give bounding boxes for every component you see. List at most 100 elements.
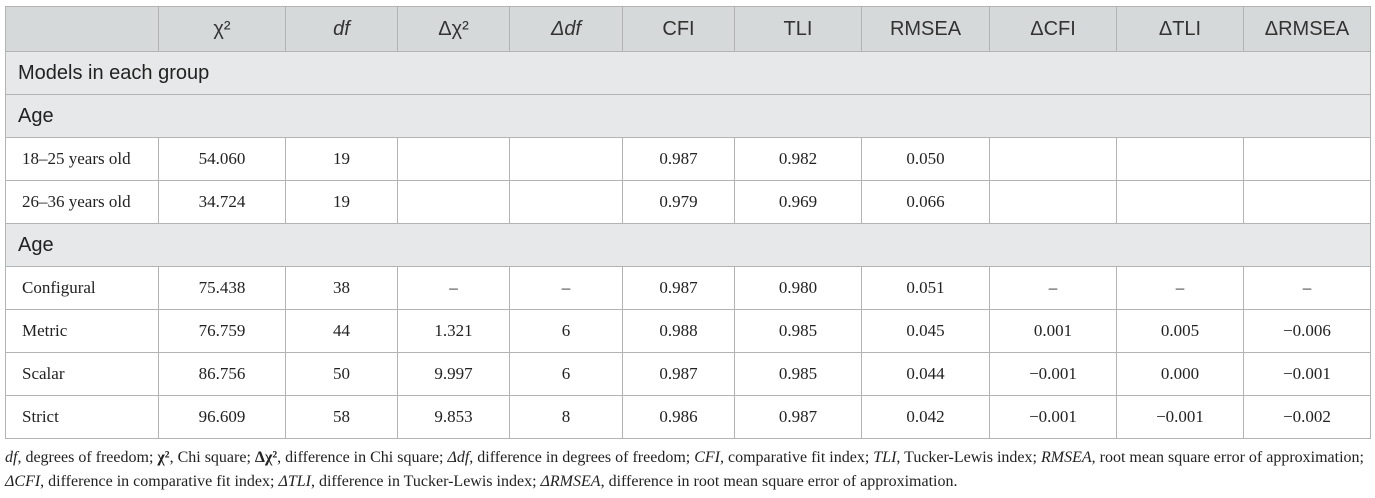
footnote-term: χ² [157, 449, 170, 466]
footnote-term: Δχ² [254, 449, 278, 466]
row-label: Configural [5, 266, 159, 310]
footnote-term: ΔCFI [5, 473, 41, 490]
table-row: Metric 76.759 44 1.321 6 0.988 0.985 0.045 0.001… [5, 309, 1371, 353]
header-df: df [285, 6, 398, 52]
footnote-term: CFI [694, 449, 720, 466]
footnote-definition: , degrees of freedom; [17, 449, 158, 466]
tli-cell: 0.985 [734, 352, 862, 396]
section-title: Age [5, 223, 1371, 267]
delta-df-cell [509, 180, 623, 224]
footnote-term: ΔRMSEA [540, 473, 601, 490]
row-label: Metric [5, 309, 159, 353]
header-row: χ² df Δχ² Δdf CFI TLI RMSEA ΔCFI ΔTLI ΔR… [5, 6, 1371, 52]
rmsea-cell: 0.045 [861, 309, 990, 353]
delta-tli-cell [1116, 180, 1244, 224]
delta-rmsea-cell [1243, 137, 1371, 181]
footnote-definition: , Tucker-Lewis index; [896, 449, 1041, 466]
rmsea-cell: 0.042 [861, 395, 990, 439]
cfi-cell: 0.988 [622, 309, 735, 353]
table-row: Configural 75.438 38– –0.987 0.980 0.051– – – [5, 266, 1371, 310]
header-tli: TLI [734, 6, 862, 52]
cfi-cell: 0.987 [622, 266, 735, 310]
delta-tli-cell: −0.001 [1116, 395, 1244, 439]
header-rmsea: RMSEA [861, 6, 990, 52]
delta-rmsea-cell [1243, 180, 1371, 224]
row-label: 26–36 years old [5, 180, 159, 224]
header-delta-chi-square: Δχ² [397, 6, 510, 52]
footnote-definition: , difference in Chi square; [277, 449, 448, 466]
header-corner [5, 6, 159, 52]
delta-chi-square-cell: 1.321 [397, 309, 510, 353]
header-delta-df: Δdf [509, 6, 623, 52]
footnote-definition: , difference in root mean square error o… [600, 473, 958, 490]
footnote-term: ΔTLI [278, 473, 311, 490]
df-cell: 19 [285, 137, 398, 181]
delta-chi-square-cell [397, 180, 510, 224]
delta-df-cell: 6 [509, 352, 623, 396]
delta-cfi-cell: −0.001 [989, 395, 1117, 439]
df-cell: 44 [285, 309, 398, 353]
rmsea-cell: 0.066 [861, 180, 990, 224]
tli-cell: 0.985 [734, 309, 862, 353]
footnote-definition: , Chi square; [169, 449, 255, 466]
section-row: Models in each group [5, 51, 1371, 95]
table-row: Scalar 86.756 50 9.997 6 0.987 0.985 0.044 −0.00… [5, 352, 1371, 396]
footnote-term: Δdf [447, 449, 470, 466]
footnote-definition: , difference in degrees of freedom; [469, 449, 695, 466]
row-label: Scalar [5, 352, 159, 396]
table-row: 26–36 years old 34.724 19 0.979 0.969 0.066 [5, 180, 1371, 224]
df-cell: 50 [285, 352, 398, 396]
header-delta-rmsea: ΔRMSEA [1243, 6, 1371, 52]
footnote-term: TLI [873, 449, 897, 466]
df-cell: 58 [285, 395, 398, 439]
delta-tli-cell [1116, 137, 1244, 181]
delta-tli-cell: 0.000 [1116, 352, 1244, 396]
row-label: Strict [5, 395, 159, 439]
delta-rmsea-cell: −0.002 [1243, 395, 1371, 439]
section-row: Age [5, 94, 1371, 138]
cfi-cell: 0.979 [622, 180, 735, 224]
cfi-cell: 0.987 [622, 352, 735, 396]
table-row: Strict 96.609 58 9.853 8 0.986 0.987 0.042 −0.00… [5, 395, 1371, 439]
delta-rmsea-cell: – [1243, 266, 1371, 310]
footnote-definition: , comparative fit index; [720, 449, 874, 466]
rmsea-cell: 0.051 [861, 266, 990, 310]
delta-df-cell: 8 [509, 395, 623, 439]
footnote-definition: , difference in comparative fit index; [40, 473, 279, 490]
df-cell: 19 [285, 180, 398, 224]
footnote-definition: , root mean square error of approximatio… [1091, 449, 1364, 466]
header-cfi: CFI [622, 6, 735, 52]
chi-square-cell: 75.438 [158, 266, 286, 310]
delta-rmsea-cell: −0.006 [1243, 309, 1371, 353]
delta-cfi-cell: −0.001 [989, 352, 1117, 396]
delta-df-cell [509, 137, 623, 181]
rmsea-cell: 0.044 [861, 352, 990, 396]
tli-cell: 0.987 [734, 395, 862, 439]
section-title: Age [5, 94, 1371, 138]
delta-df-cell: 6 [509, 309, 623, 353]
section-row: Age [5, 223, 1371, 267]
footnote-definition: , difference in Tucker-Lewis index; [310, 473, 541, 490]
header-chi-square: χ² [158, 6, 286, 52]
section-title: Models in each group [5, 51, 1371, 95]
tli-cell: 0.980 [734, 266, 862, 310]
header-delta-tli: ΔTLI [1116, 6, 1244, 52]
delta-tli-cell: – [1116, 266, 1244, 310]
delta-df-cell: – [509, 266, 623, 310]
chi-square-cell: 76.759 [158, 309, 286, 353]
fit-indices-table: χ² df Δχ² Δdf CFI TLI RMSEA ΔCFI ΔTLI ΔR… [5, 6, 1371, 439]
delta-chi-square-cell: 9.997 [397, 352, 510, 396]
delta-cfi-cell [989, 180, 1117, 224]
header-delta-cfi: ΔCFI [989, 6, 1117, 52]
table-row: 18–25 years old 54.060 19 0.987 0.982 0.050 [5, 137, 1371, 181]
delta-tli-cell: 0.005 [1116, 309, 1244, 353]
delta-cfi-cell: – [989, 266, 1117, 310]
footnote-term: df [5, 449, 18, 466]
tli-cell: 0.982 [734, 137, 862, 181]
cfi-cell: 0.986 [622, 395, 735, 439]
delta-chi-square-cell: 9.853 [397, 395, 510, 439]
df-cell: 38 [285, 266, 398, 310]
delta-cfi-cell: 0.001 [989, 309, 1117, 353]
table-footnote: df, degrees of freedom; χ², Chi square; … [5, 446, 1370, 494]
rmsea-cell: 0.050 [861, 137, 990, 181]
